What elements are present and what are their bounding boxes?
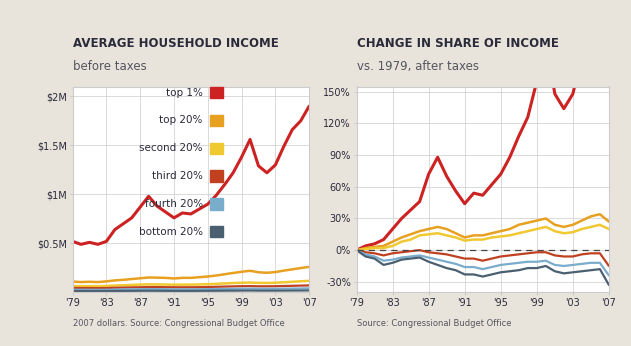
Bar — [209, 198, 223, 210]
Text: Source: Congressional Budget Office: Source: Congressional Budget Office — [357, 319, 511, 328]
Text: AVERAGE HOUSEHOLD INCOME: AVERAGE HOUSEHOLD INCOME — [73, 37, 278, 51]
Bar — [209, 115, 223, 126]
Text: bottom 20%: bottom 20% — [139, 227, 203, 237]
Bar — [209, 87, 223, 98]
Text: CHANGE IN SHARE OF INCOME: CHANGE IN SHARE OF INCOME — [357, 37, 558, 51]
Bar — [209, 226, 223, 237]
Bar — [209, 170, 223, 182]
Bar — [209, 143, 223, 154]
Text: top 1%: top 1% — [166, 88, 203, 98]
Text: vs. 1979, after taxes: vs. 1979, after taxes — [357, 60, 478, 73]
Text: second 20%: second 20% — [139, 143, 203, 153]
Text: top 20%: top 20% — [160, 116, 203, 126]
Text: fourth 20%: fourth 20% — [144, 199, 203, 209]
Text: 2007 dollars. Source: Congressional Budget Office: 2007 dollars. Source: Congressional Budg… — [73, 319, 285, 328]
Text: third 20%: third 20% — [152, 171, 203, 181]
Text: before taxes: before taxes — [73, 60, 146, 73]
